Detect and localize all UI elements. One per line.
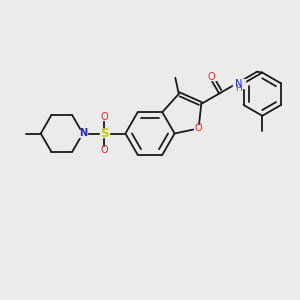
Text: S: S [100,127,109,140]
Text: O: O [195,123,203,134]
Text: O: O [100,112,108,122]
Text: O: O [208,72,215,82]
Text: N: N [79,128,87,139]
Bar [100,114,109,120]
Text: O: O [100,145,108,155]
Bar [79,130,87,137]
Bar [194,125,203,132]
Bar [100,147,109,153]
Bar [100,130,109,137]
Bar [208,74,216,80]
Text: N: N [235,79,243,89]
Bar [233,79,244,88]
Text: H: H [236,84,242,93]
